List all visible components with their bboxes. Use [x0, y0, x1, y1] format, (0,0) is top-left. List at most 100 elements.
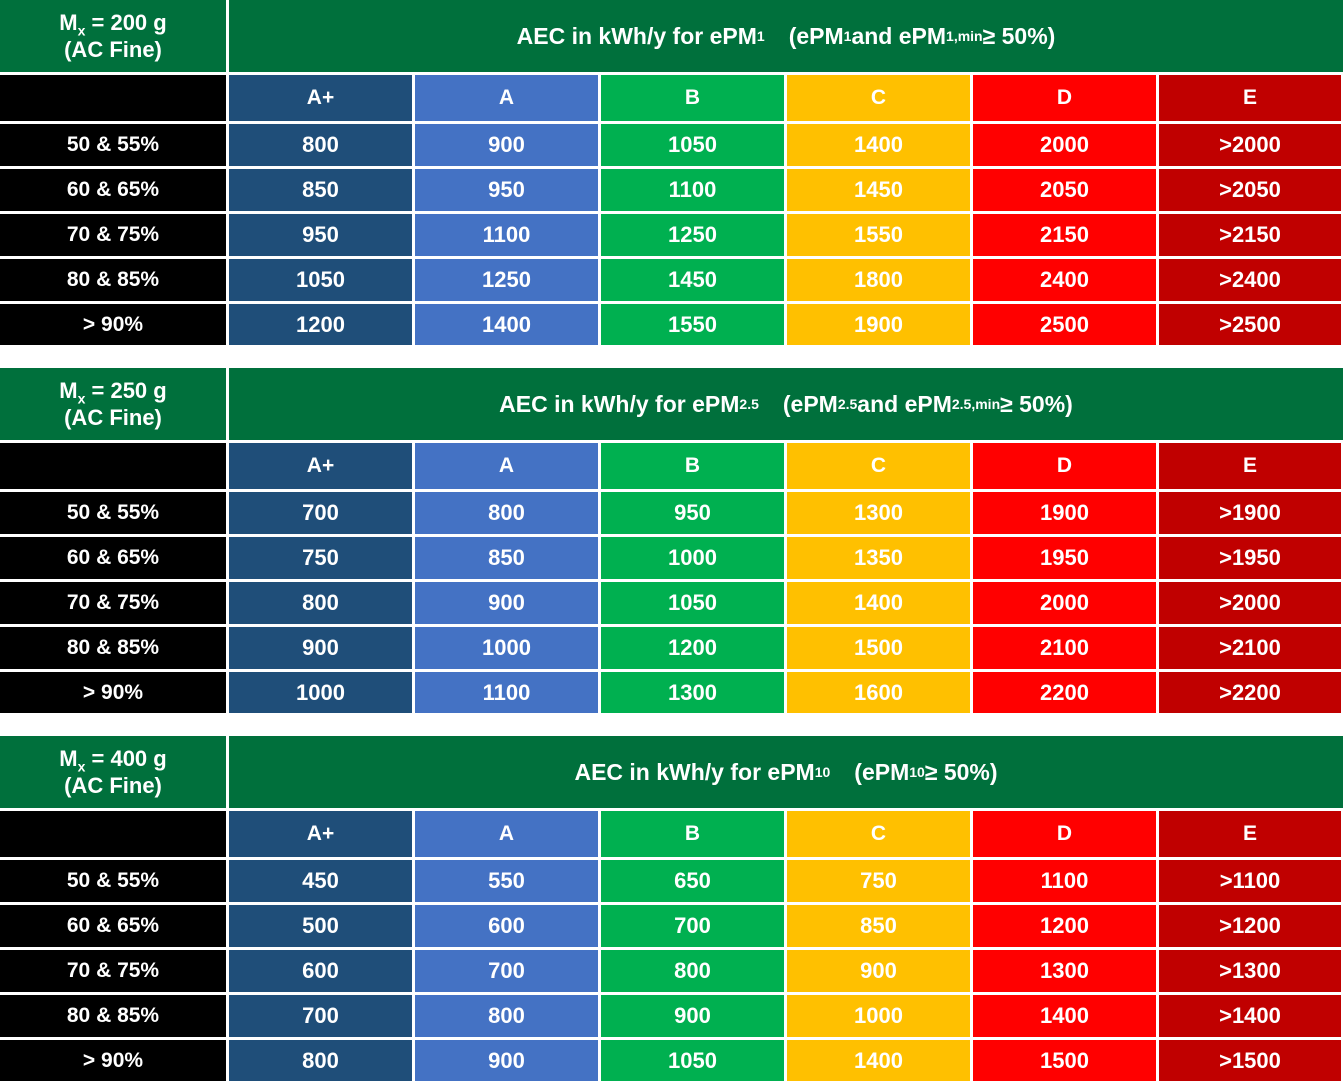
efficiency-range-label: > 90%: [0, 672, 226, 713]
aec-value-cell: 1200: [598, 627, 784, 669]
aec-value-cell: 1400: [784, 124, 970, 166]
aec-value-cell: >1900: [1156, 492, 1341, 534]
efficiency-range-label: 60 & 65%: [0, 537, 226, 579]
aec-value-cell: 1000: [784, 995, 970, 1037]
aec-value-cell: 500: [226, 905, 412, 947]
test-dust-type: (AC Fine): [64, 772, 162, 798]
aec-value-cell: 1600: [784, 672, 970, 713]
aec-value-cell: 850: [412, 537, 598, 579]
table-header-row: Mx = 400 g (AC Fine) AEC in kWh/y for eP…: [0, 736, 1343, 808]
grade-header-c: C: [784, 811, 970, 857]
table-title: AEC in kWh/y for ePM 10 (ePM 10 ≥ 50%): [226, 736, 1343, 808]
table-row: 70 & 75% 600 700 800 900 1300 >1300: [0, 947, 1343, 992]
aec-value-cell: 750: [784, 860, 970, 902]
grade-header-b: B: [598, 75, 784, 121]
grade-header-e: E: [1156, 443, 1341, 489]
grade-header-row: A+ A B C D E: [0, 808, 1343, 857]
grade-header-c: C: [784, 443, 970, 489]
table-row: 70 & 75% 950 1100 1250 1550 2150 >2150: [0, 211, 1343, 256]
efficiency-range-label: 80 & 85%: [0, 259, 226, 301]
aec-table-400g: Mx = 400 g (AC Fine) AEC in kWh/y for eP…: [0, 736, 1343, 1081]
test-dust-mass-cell: Mx = 200 g (AC Fine): [0, 0, 226, 72]
efficiency-range-label: > 90%: [0, 304, 226, 345]
aec-value-cell: 850: [784, 905, 970, 947]
grade-header-a-plus: A+: [226, 811, 412, 857]
aec-table-200g: Mx = 200 g (AC Fine) AEC in kWh/y for eP…: [0, 0, 1343, 345]
aec-value-cell: 900: [598, 995, 784, 1037]
aec-value-cell: 1200: [970, 905, 1156, 947]
table-row: > 90% 1200 1400 1550 1900 2500 >2500: [0, 301, 1343, 345]
table-row: 50 & 55% 450 550 650 750 1100 >1100: [0, 857, 1343, 902]
aec-value-cell: 800: [226, 582, 412, 624]
efficiency-range-label: 80 & 85%: [0, 627, 226, 669]
table-row: > 90% 800 900 1050 1400 1500 >1500: [0, 1037, 1343, 1081]
test-dust-mass: Mx = 400 g: [59, 745, 167, 775]
table-header-row: Mx = 200 g (AC Fine) AEC in kWh/y for eP…: [0, 0, 1343, 72]
aec-value-cell: >2000: [1156, 124, 1341, 166]
table-row: 50 & 55% 800 900 1050 1400 2000 >2000: [0, 121, 1343, 166]
efficiency-range-label: 70 & 75%: [0, 214, 226, 256]
aec-value-cell: 1100: [412, 214, 598, 256]
blank-corner-cell: [0, 75, 226, 121]
aec-value-cell: 1300: [970, 950, 1156, 992]
aec-value-cell: >1100: [1156, 860, 1341, 902]
aec-value-cell: 1050: [598, 124, 784, 166]
efficiency-range-label: 60 & 65%: [0, 169, 226, 211]
table-row: 50 & 55% 700 800 950 1300 1900 >1900: [0, 489, 1343, 534]
aec-value-cell: 2200: [970, 672, 1156, 713]
table-row: 60 & 65% 850 950 1100 1450 2050 >2050: [0, 166, 1343, 211]
grade-header-row: A+ A B C D E: [0, 72, 1343, 121]
aec-value-cell: 900: [412, 582, 598, 624]
grade-header-a-plus: A+: [226, 75, 412, 121]
table-row: 80 & 85% 1050 1250 1450 1800 2400 >2400: [0, 256, 1343, 301]
aec-value-cell: >1950: [1156, 537, 1341, 579]
aec-value-cell: 2000: [970, 124, 1156, 166]
aec-value-cell: >1400: [1156, 995, 1341, 1037]
aec-value-cell: 600: [226, 950, 412, 992]
aec-value-cell: 800: [598, 950, 784, 992]
aec-value-cell: 1900: [970, 492, 1156, 534]
aec-value-cell: 800: [226, 124, 412, 166]
aec-value-cell: 800: [226, 1040, 412, 1081]
grade-header-a: A: [412, 811, 598, 857]
aec-value-cell: 1050: [598, 1040, 784, 1081]
aec-value-cell: 700: [598, 905, 784, 947]
aec-value-cell: 550: [412, 860, 598, 902]
aec-value-cell: 1100: [412, 672, 598, 713]
aec-value-cell: 1300: [598, 672, 784, 713]
grade-header-e: E: [1156, 75, 1341, 121]
aec-value-cell: >1300: [1156, 950, 1341, 992]
aec-value-cell: >2100: [1156, 627, 1341, 669]
aec-value-cell: >2500: [1156, 304, 1341, 345]
aec-value-cell: 1450: [784, 169, 970, 211]
test-dust-mass: Mx = 200 g: [59, 9, 167, 39]
aec-value-cell: 1000: [226, 672, 412, 713]
aec-value-cell: 650: [598, 860, 784, 902]
aec-value-cell: 1100: [598, 169, 784, 211]
table-title: AEC in kWh/y for ePM 1 (ePM 1 and ePM 1,min…: [226, 0, 1343, 72]
aec-value-cell: 900: [784, 950, 970, 992]
aec-value-cell: 1200: [226, 304, 412, 345]
aec-value-cell: 1450: [598, 259, 784, 301]
aec-value-cell: 700: [226, 995, 412, 1037]
grade-header-d: D: [970, 75, 1156, 121]
table-title: AEC in kWh/y for ePM 2.5 (ePM 2.5 and ePM 2…: [226, 368, 1343, 440]
aec-value-cell: 1550: [598, 304, 784, 345]
table-row: 70 & 75% 800 900 1050 1400 2000 >2000: [0, 579, 1343, 624]
aec-value-cell: 800: [412, 492, 598, 534]
aec-value-cell: 1250: [598, 214, 784, 256]
aec-value-cell: 1800: [784, 259, 970, 301]
blank-corner-cell: [0, 811, 226, 857]
aec-value-cell: 900: [412, 1040, 598, 1081]
aec-value-cell: >2000: [1156, 582, 1341, 624]
aec-value-cell: 1400: [412, 304, 598, 345]
table-row: 60 & 65% 500 600 700 850 1200 >1200: [0, 902, 1343, 947]
aec-value-cell: >2150: [1156, 214, 1341, 256]
test-dust-mass: Mx = 250 g: [59, 377, 167, 407]
aec-value-cell: 950: [598, 492, 784, 534]
aec-value-cell: 950: [412, 169, 598, 211]
aec-value-cell: 1050: [598, 582, 784, 624]
aec-value-cell: 1050: [226, 259, 412, 301]
grade-header-row: A+ A B C D E: [0, 440, 1343, 489]
efficiency-range-label: > 90%: [0, 1040, 226, 1081]
